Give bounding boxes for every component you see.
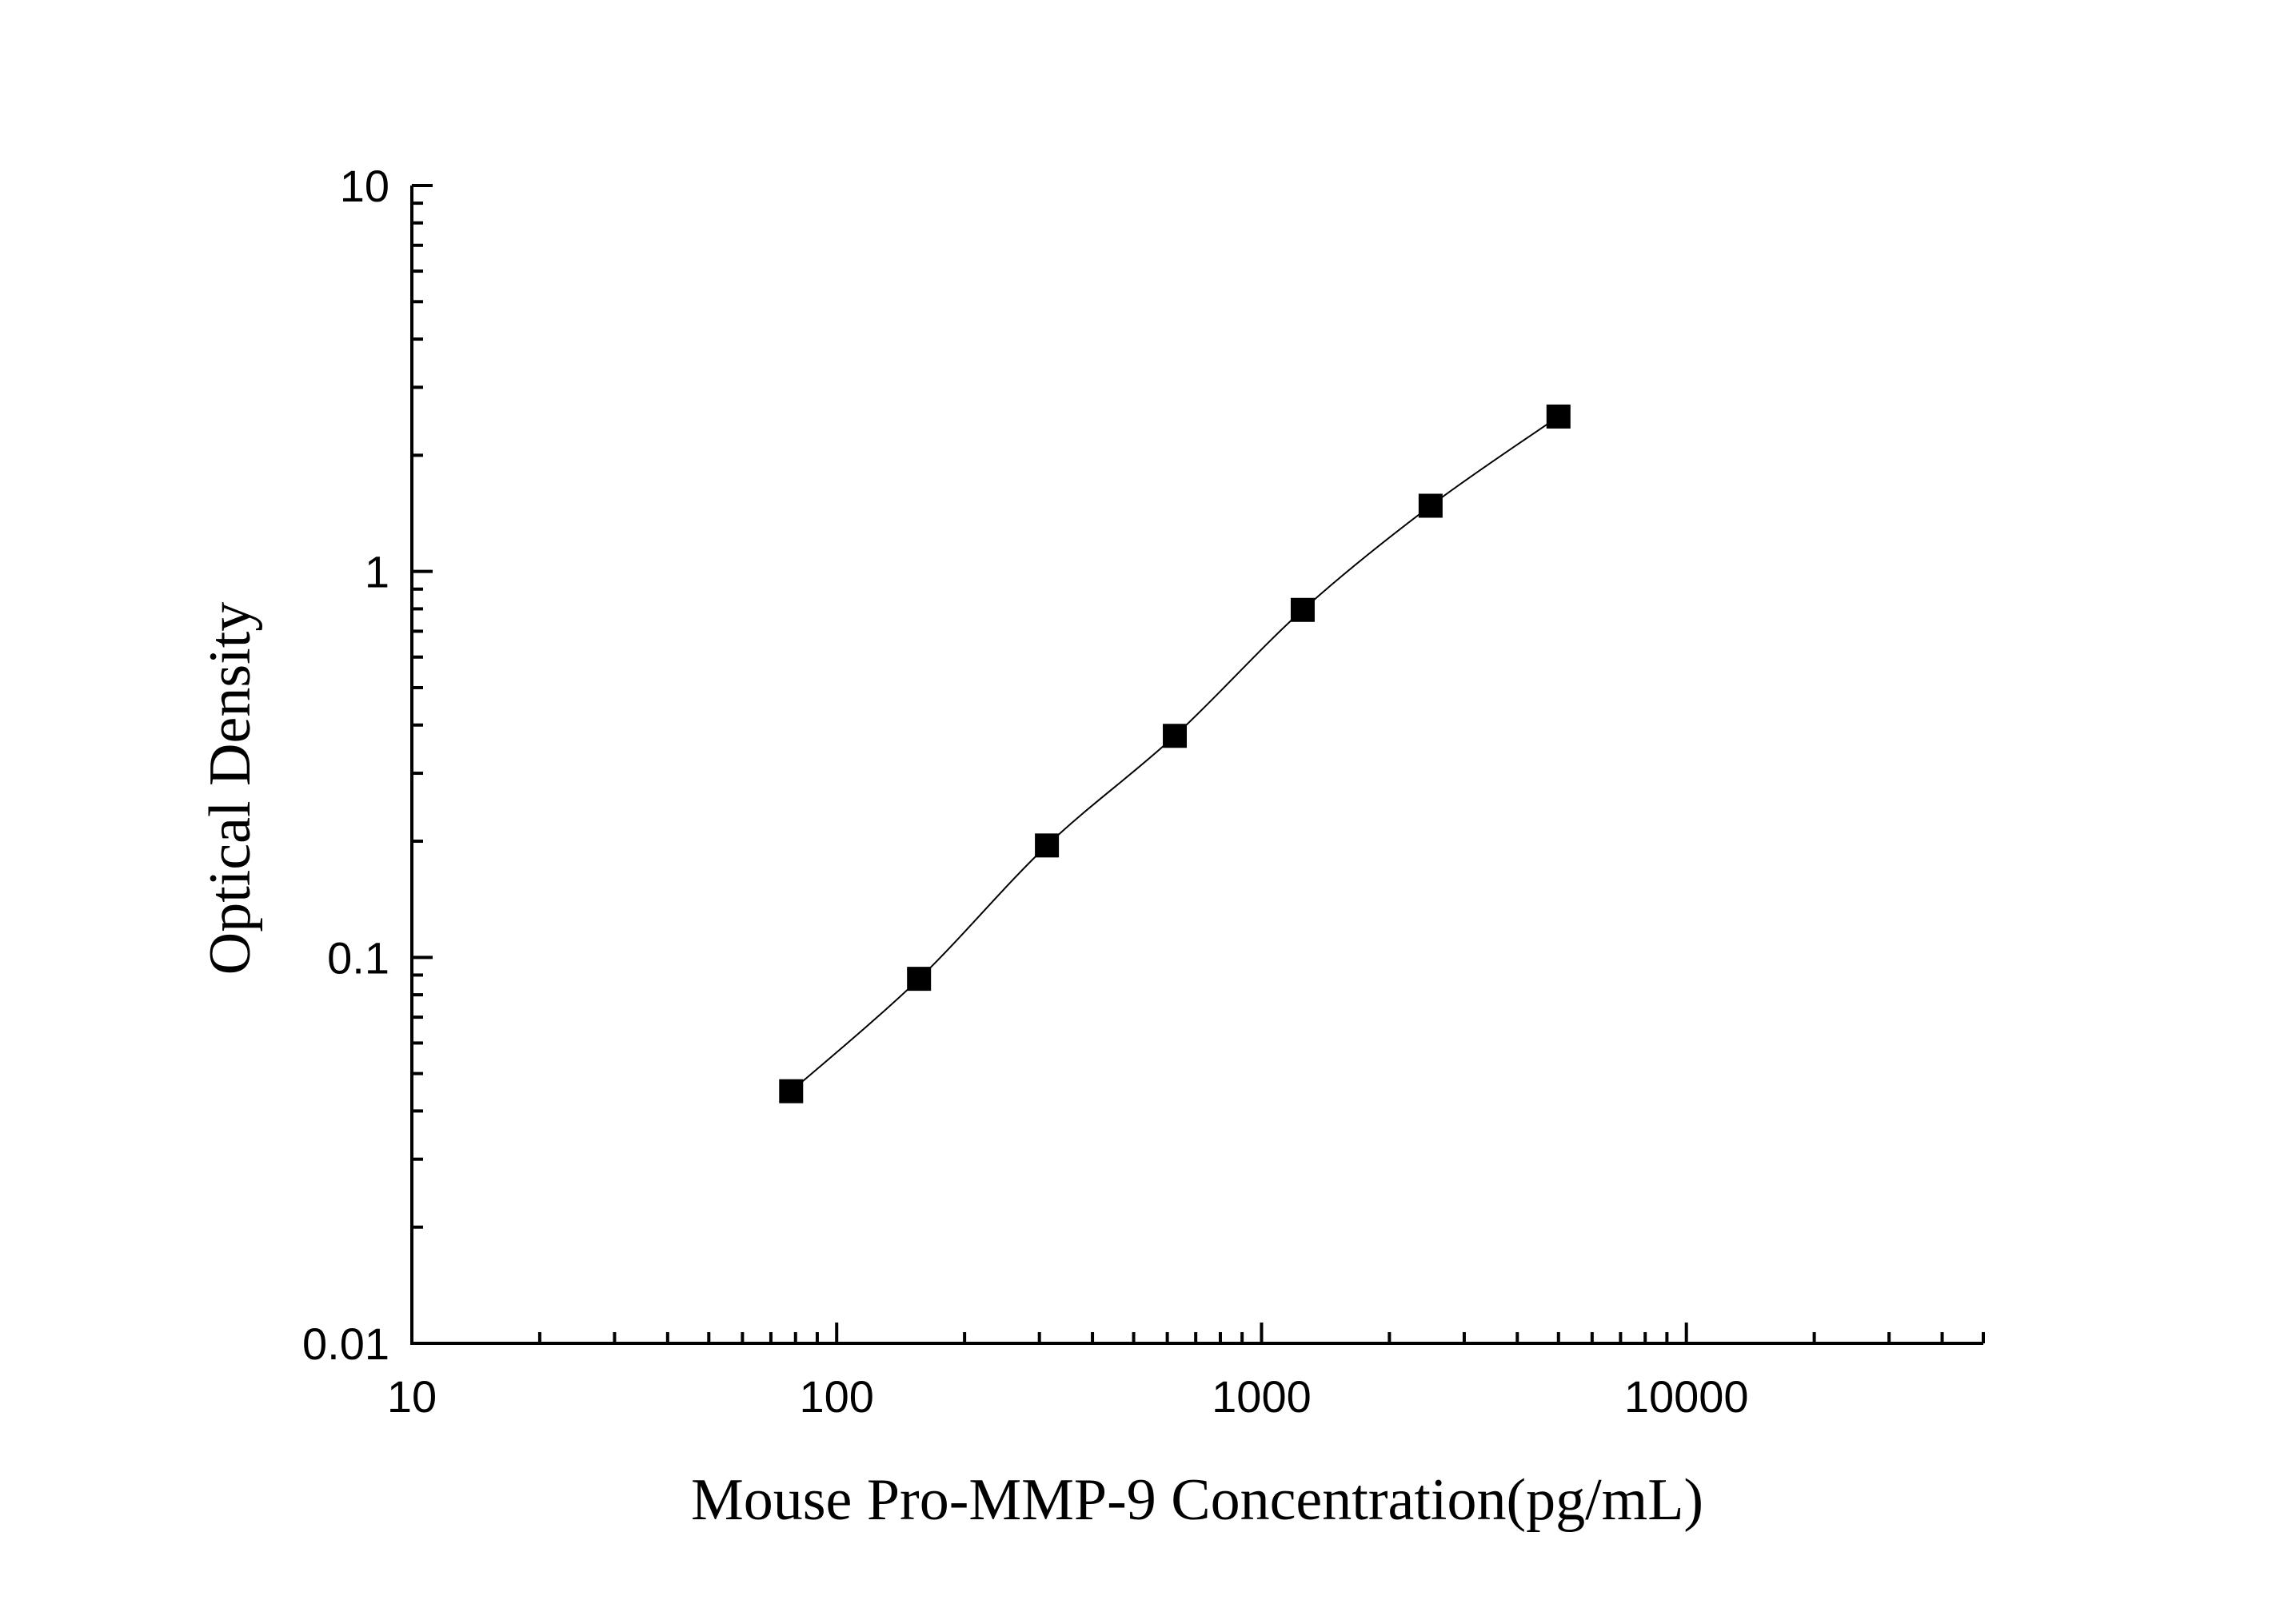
x-tick-label: 10000 — [1624, 1371, 1749, 1422]
plot-frame — [410, 186, 1983, 1345]
y-axis-ticks — [412, 184, 433, 1345]
data-point — [1290, 597, 1315, 622]
data-point — [779, 1079, 804, 1103]
y-tick-label: 0.1 — [327, 932, 389, 983]
data-point — [1163, 724, 1188, 748]
x-tick-label: 100 — [800, 1371, 874, 1422]
y-tick-label: 10 — [340, 161, 389, 211]
x-tick-label: 1000 — [1212, 1371, 1312, 1422]
data-points — [779, 404, 1571, 1103]
x-tick-label: 10 — [387, 1371, 437, 1422]
y-axis-title: Optical Density — [198, 602, 263, 976]
y-axis-tick-labels: 0.01 0.1 1 10 — [302, 161, 389, 1369]
fit-curve — [790, 416, 1559, 1092]
data-point — [1418, 493, 1443, 518]
data-point — [907, 967, 932, 992]
x-axis-tick-labels: 10 100 1000 10000 — [387, 1371, 1749, 1422]
data-point — [1546, 404, 1571, 429]
data-point — [1035, 833, 1060, 858]
x-axis-title: Mouse Pro-MMP-9 Concentration(pg/mL) — [691, 1467, 1703, 1533]
y-tick-label: 1 — [365, 547, 389, 597]
x-axis-ticks — [410, 1323, 1985, 1343]
y-tick-label: 0.01 — [302, 1319, 389, 1369]
